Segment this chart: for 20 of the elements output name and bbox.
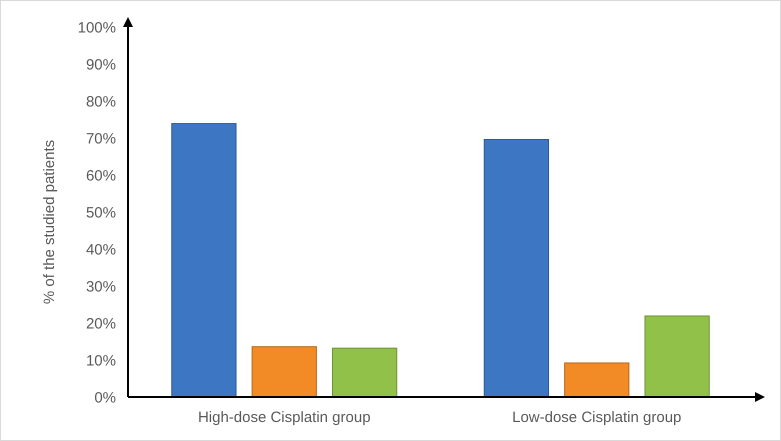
bar bbox=[332, 348, 398, 398]
y-tick-label: 10% bbox=[86, 352, 116, 370]
y-tick-label: 40% bbox=[86, 241, 116, 258]
y-tick-label: 50% bbox=[86, 204, 116, 222]
y-tick-label: 100% bbox=[78, 19, 116, 36]
y-tick-label: 90% bbox=[86, 56, 116, 74]
x-tick-label: High-dose Cisplatin group bbox=[198, 409, 371, 426]
y-tick-label: 60% bbox=[86, 167, 116, 184]
y-tick-label: 30% bbox=[86, 278, 116, 296]
bar bbox=[484, 138, 550, 398]
x-tick-label: Low-dose Cisplatin group bbox=[512, 409, 682, 426]
bar bbox=[252, 346, 317, 398]
bar bbox=[171, 123, 237, 398]
y-tick-label: 70% bbox=[86, 130, 116, 148]
y-tick-label: 80% bbox=[86, 93, 116, 110]
bar bbox=[564, 362, 630, 398]
y-axis-title: % of the studied patients bbox=[41, 140, 58, 304]
y-tick-label: 20% bbox=[86, 315, 116, 332]
bar bbox=[644, 315, 710, 398]
y-tick-label: 0% bbox=[94, 389, 116, 406]
